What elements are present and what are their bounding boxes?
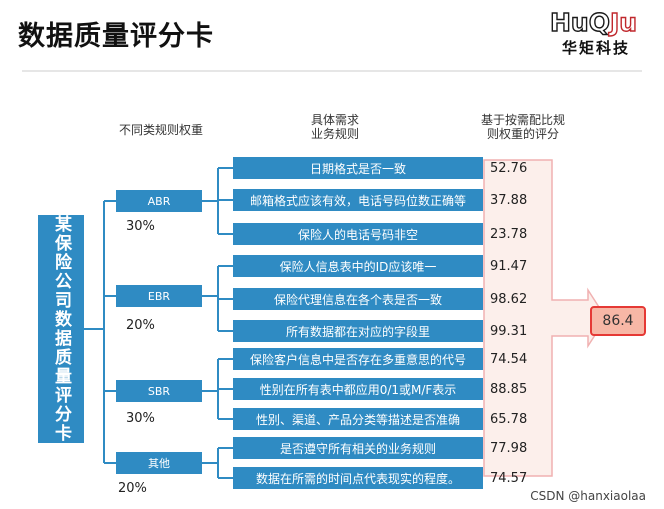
rule-score: 91.47	[490, 259, 528, 274]
rule-box: 数据在所需的时间点代表现实的程度。	[233, 467, 483, 489]
rule-score: 37.88	[490, 193, 528, 208]
rule-score: 88.85	[490, 382, 528, 397]
category-weight: 30%	[126, 219, 155, 234]
scores-heading: 基于按需配比规 则权重的评分	[480, 113, 565, 141]
rule-score: 98.62	[490, 292, 528, 307]
category-weight: 20%	[126, 318, 155, 333]
rules-heading: 具体需求 业务规则	[310, 113, 359, 141]
rule-box: 邮箱格式应该有效，电话号码位数正确等	[233, 189, 483, 211]
header-divider	[22, 70, 642, 72]
rule-box: 保险人的电话号码非空	[233, 223, 483, 245]
category-box: ABR	[116, 190, 202, 212]
category-box: EBR	[116, 285, 202, 307]
rule-score: 99.31	[490, 324, 528, 339]
watermark: CSDN @hanxiaolaa	[530, 489, 646, 503]
logo-name: 华矩科技	[562, 39, 631, 57]
rule-score: 52.76	[490, 161, 528, 176]
rule-box: 保险代理信息在各个表是否一致	[233, 288, 483, 310]
rule-box: 保险人信息表中的ID应该唯一	[233, 255, 483, 277]
rule-box: 所有数据都在对应的字段里	[233, 320, 483, 342]
scorecard-root-box: 某保险公司数据质量评分卡	[38, 215, 84, 443]
rule-box: 是否遵守所有相关的业务规则	[233, 437, 483, 459]
final-score-box: 86.4	[590, 306, 646, 336]
category-box: 其他	[116, 452, 202, 474]
rule-box: 性别在所有表中都应用0/1或M/F表示	[233, 378, 483, 400]
rule-score: 77.98	[490, 441, 528, 456]
rule-score: 23.78	[490, 227, 528, 242]
rule-score: 74.54	[490, 352, 528, 367]
category-weight: 20%	[118, 481, 147, 496]
logo-mark: HuQJu	[549, 7, 638, 37]
category-weight: 30%	[126, 411, 155, 426]
rule-score: 74.57	[490, 471, 528, 486]
company-logo: HuQJu 华矩科技	[548, 7, 656, 60]
category-box: SBR	[116, 380, 202, 402]
page-title: 数据质量评分卡	[18, 21, 214, 52]
rule-score: 65.78	[490, 412, 528, 427]
rule-box: 保险客户信息中是否存在多重意思的代号	[233, 348, 483, 370]
rule-box: 性别、渠道、产品分类等描述是否准确	[233, 408, 483, 430]
rule-box: 日期格式是否一致	[233, 157, 483, 179]
weights-heading: 不同类规则权重	[118, 123, 203, 137]
final-score-value: 86.4	[602, 313, 634, 329]
